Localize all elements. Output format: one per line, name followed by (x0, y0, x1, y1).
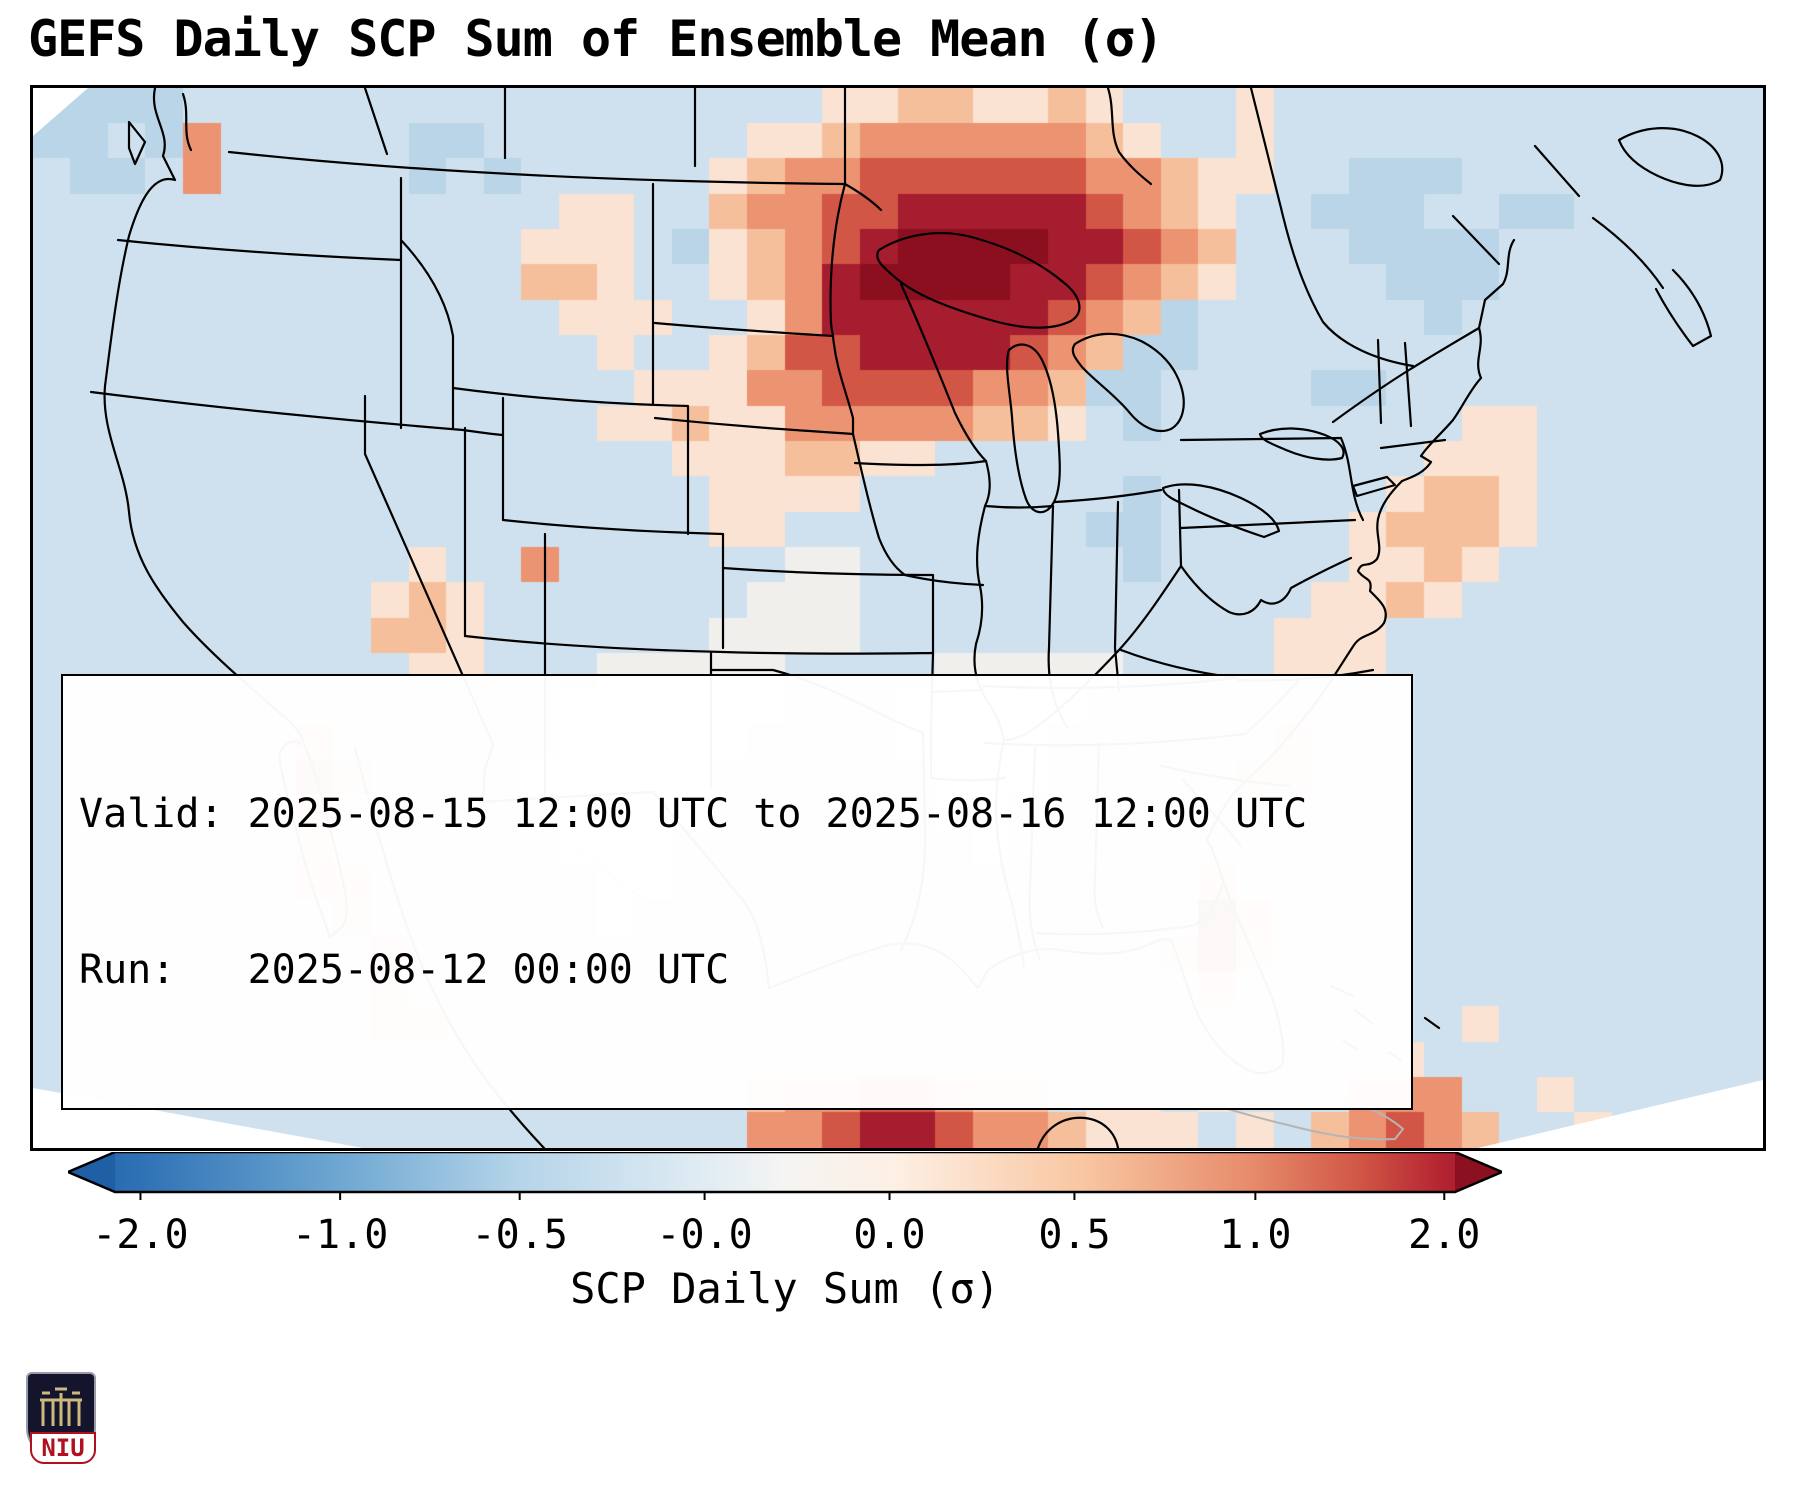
colorbar-label: SCP Daily Sum (σ) (570, 1264, 1000, 1313)
colorbar-tick-label: 0.5 (1038, 1212, 1111, 1258)
colorbar: -2.0 -1.0 -0.5 -0.0 0.0 0.5 1.0 2.0 SCP Daily S… (64, 1150, 1506, 1313)
province-borders (363, 88, 1415, 368)
lake-ontario (1258, 427, 1345, 461)
colorbar-tick-label: 0.0 (853, 1212, 926, 1258)
colorbar-tick-labels: -2.0 -1.0 -0.5 -0.0 0.0 0.5 1.0 2.0 (68, 1206, 1502, 1260)
long-island (1351, 475, 1397, 498)
state-borders-northeast (1179, 338, 1447, 616)
map-corner-wedge (33, 88, 88, 136)
newfoundland-island (1617, 127, 1724, 187)
valid-line: Valid: 2025-08-15 12:00 UTC to 2025-08-1… (79, 791, 1308, 837)
lake-huron (1071, 332, 1185, 433)
colorbar-tick-label: -0.5 (471, 1212, 568, 1258)
colorbar-bar (115, 1152, 1455, 1192)
colorbar-right-extend (1455, 1152, 1502, 1192)
st-lawrence-border (1331, 238, 1516, 424)
gate-icon (40, 1387, 82, 1426)
niu-logo: NIU (26, 1372, 100, 1464)
colorbar-tick-label: -1.0 (291, 1212, 389, 1258)
colorbar-gradient (64, 1150, 1506, 1200)
run-line: Run: 2025-08-12 00:00 UTC (79, 947, 730, 993)
map-corner-wedge (1478, 1080, 1763, 1148)
figure-title: GEFS Daily SCP Sum of Ensemble Mean (σ) (28, 10, 1164, 68)
canada-border (227, 150, 883, 212)
maritime-coastline (1451, 144, 1713, 348)
colorbar-tick-label: 1.0 (1219, 1212, 1292, 1258)
lake-michigan (1006, 343, 1061, 514)
valid-run-infobox: Valid: 2025-08-15 12:00 UTC to 2025-08-1… (61, 674, 1413, 1110)
colorbar-left-extend (68, 1152, 115, 1192)
niu-logo-text: NIU (30, 1432, 96, 1464)
lake-superior (876, 232, 1081, 329)
map-panel: Valid: 2025-08-15 12:00 UTC to 2025-08-1… (30, 85, 1766, 1151)
colorbar-tick-label: 2.0 (1408, 1212, 1481, 1258)
colorbar-ticks (139, 1192, 1446, 1200)
colorbar-tick-label: -0.0 (656, 1212, 753, 1258)
nw-islands (127, 92, 193, 166)
colorbar-tick-label: -2.0 (92, 1212, 189, 1258)
